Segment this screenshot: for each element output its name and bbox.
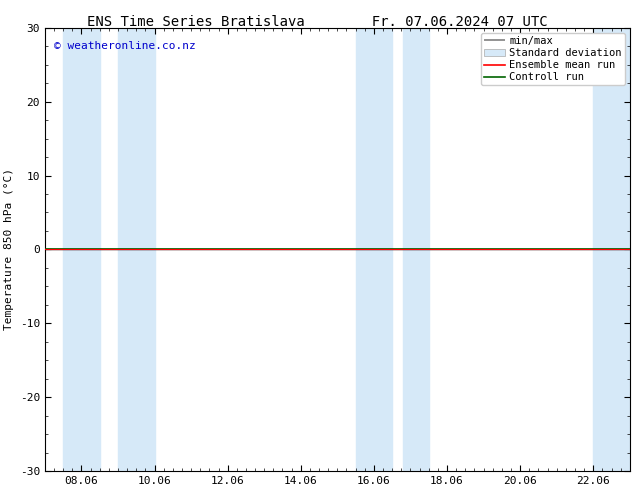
Y-axis label: Temperature 850 hPa (°C): Temperature 850 hPa (°C) [4,169,14,330]
Text: ENS Time Series Bratislava        Fr. 07.06.2024 07 UTC: ENS Time Series Bratislava Fr. 07.06.202… [87,15,547,29]
Bar [356,28,392,471]
Bar [63,28,100,471]
Text: © weatheronline.co.nz: © weatheronline.co.nz [54,41,195,51]
Legend: min/max, Standard deviation, Ensemble mean run, Controll run: min/max, Standard deviation, Ensemble me… [481,33,624,85]
Bar [593,28,630,471]
Bar [403,28,429,471]
Bar [118,28,155,471]
